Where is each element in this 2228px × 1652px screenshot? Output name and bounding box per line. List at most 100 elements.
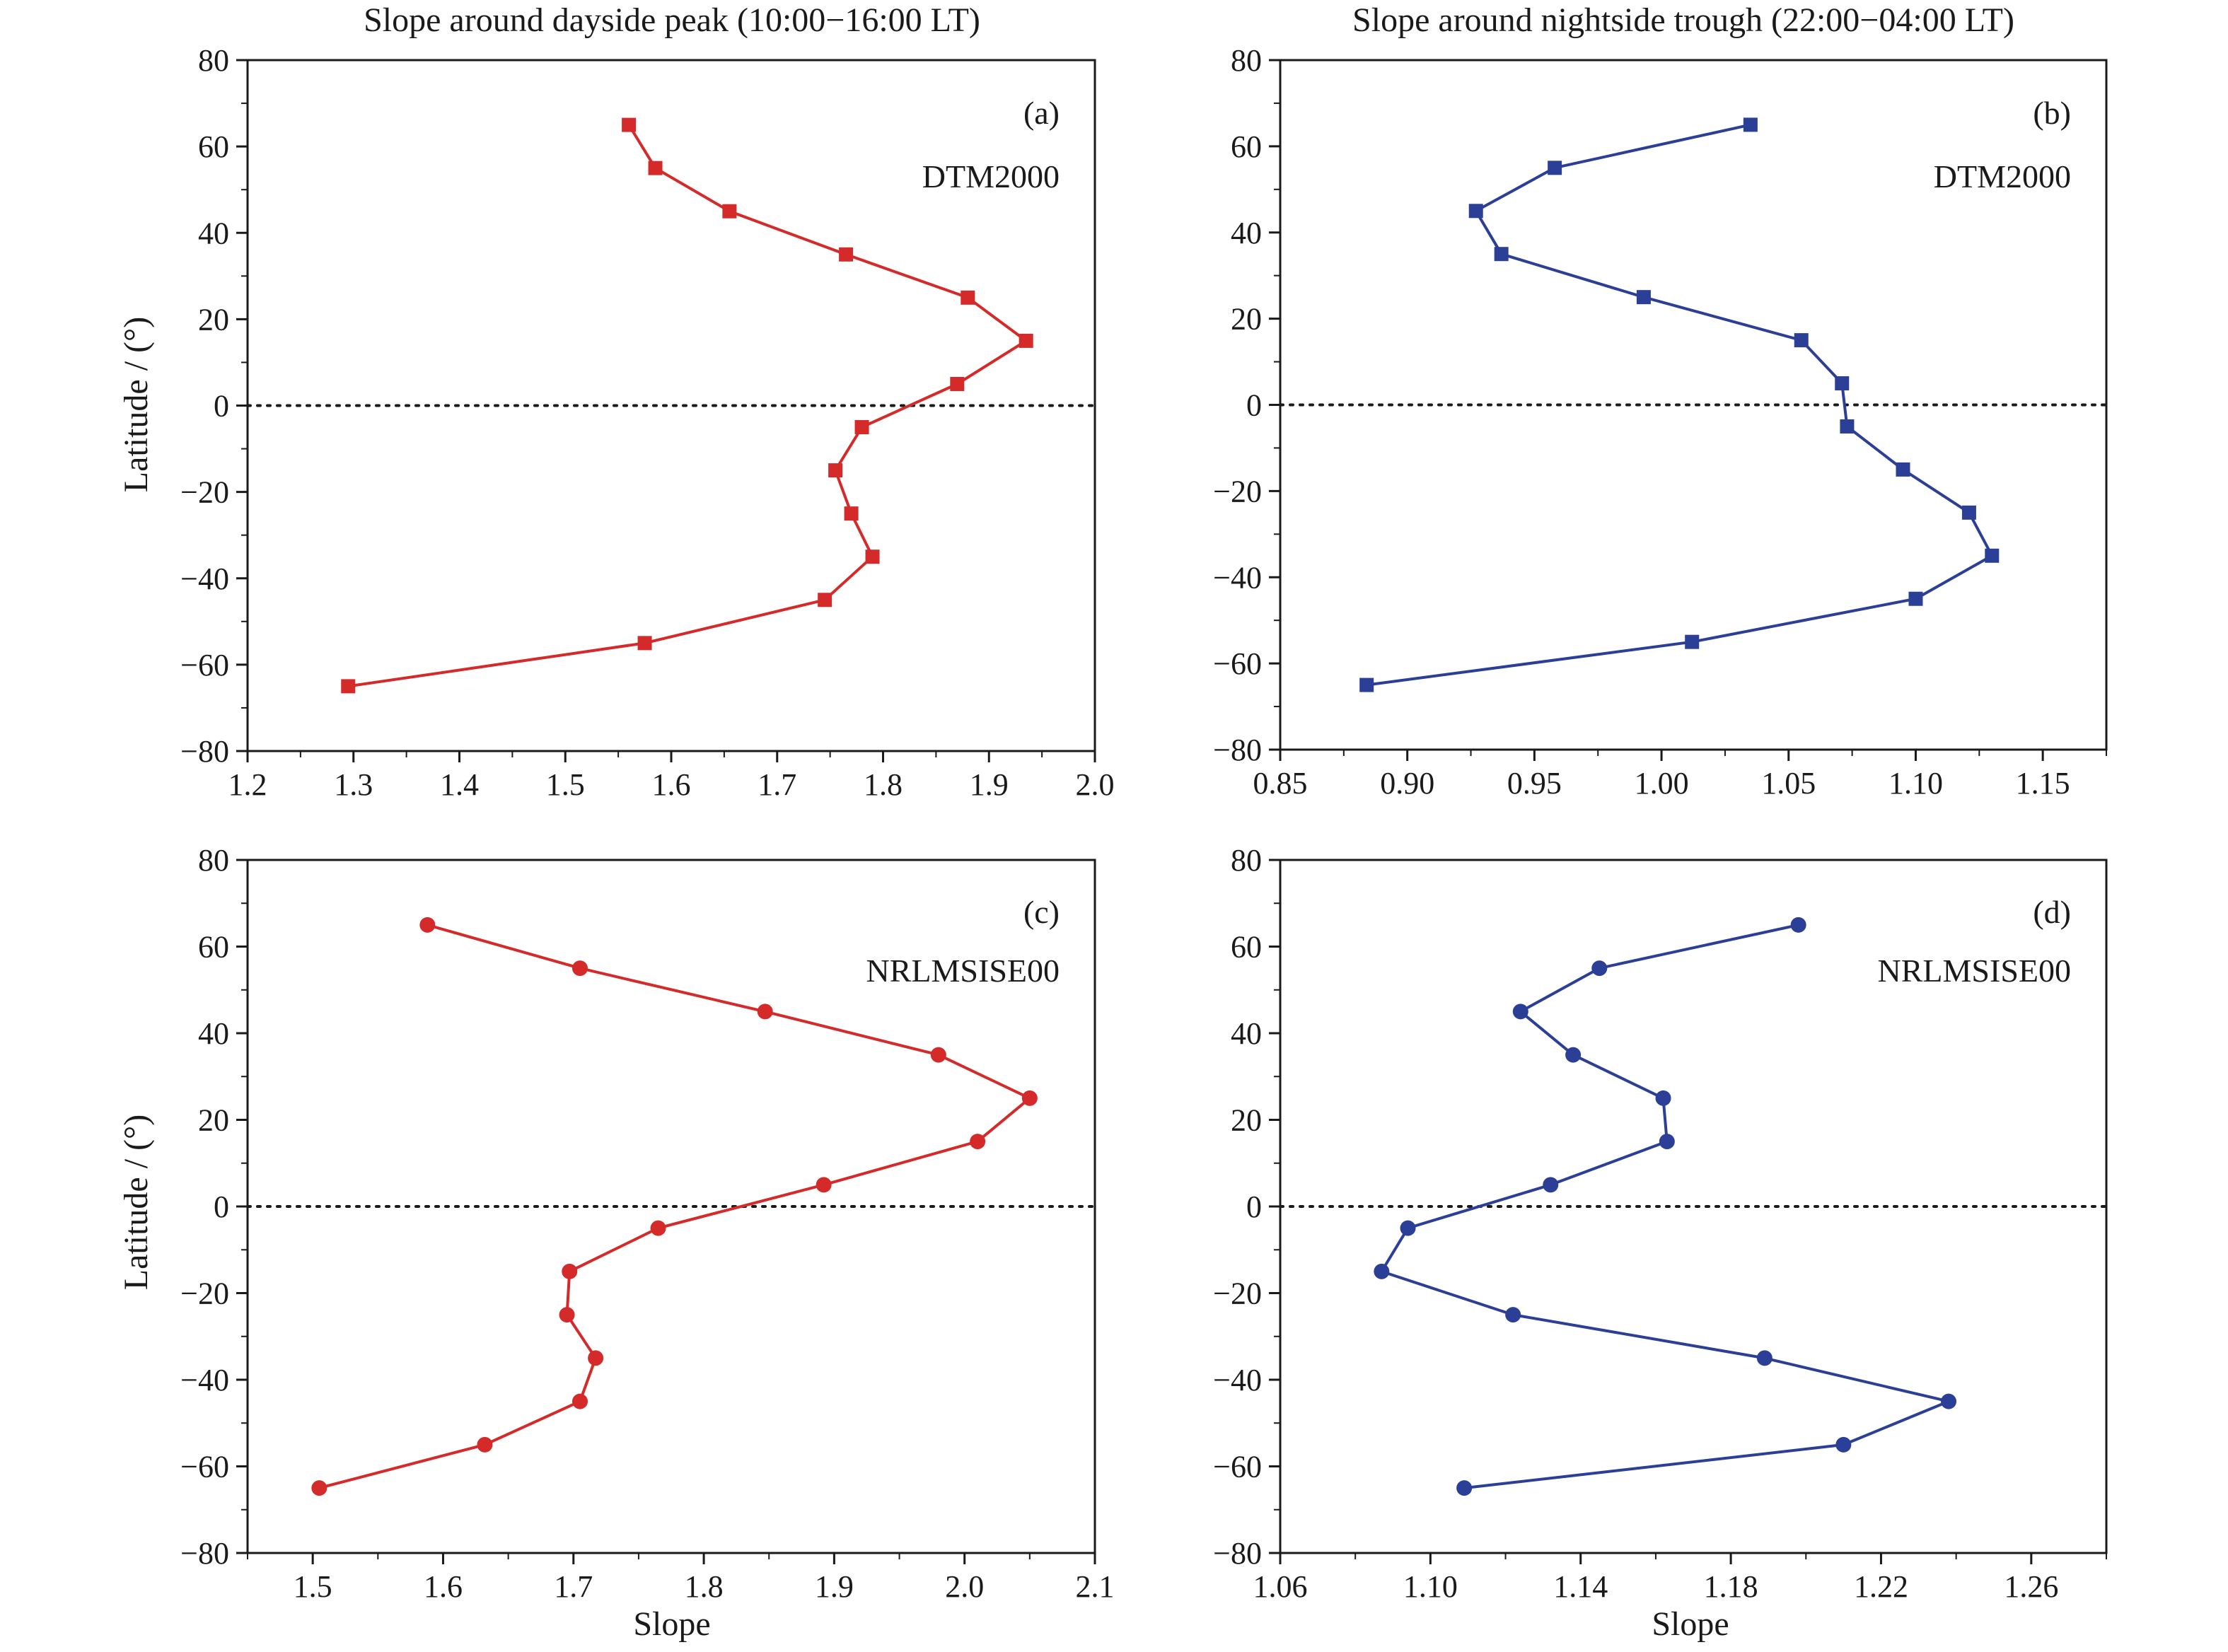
data-point <box>1743 117 1758 132</box>
data-point <box>1359 677 1374 692</box>
data-point <box>961 290 975 305</box>
x-tick-label: 1.7 <box>758 767 796 802</box>
x-tick-label: 1.8 <box>685 1569 724 1604</box>
data-point <box>818 593 832 607</box>
y-tick-label: −60 <box>180 1450 229 1484</box>
data-point <box>588 1350 604 1366</box>
model-label: NRLMSISE00 <box>866 953 1060 989</box>
x-tick-label: 1.10 <box>1888 766 1943 801</box>
y-tick-label: 0 <box>1246 1189 1262 1224</box>
x-tick-label: 1.00 <box>1635 766 1689 801</box>
x-tick-label: 1.6 <box>652 767 691 802</box>
data-point <box>1636 290 1651 305</box>
y-tick-label: 40 <box>1231 1016 1262 1051</box>
y-tick-label: 20 <box>198 1103 229 1138</box>
y-tick-label: 80 <box>198 843 229 878</box>
y-tick-label: 80 <box>1231 43 1262 78</box>
data-point <box>1494 247 1509 262</box>
x-tick-label: 2.0 <box>1076 767 1115 802</box>
data-point <box>865 549 880 564</box>
model-label: DTM2000 <box>922 158 1060 194</box>
series-line <box>1366 123 1994 687</box>
panel-b: −80 −60 −40 −20 0 20 40 60 80 0.85 0.90 0.95 1.00 1.0… <box>1213 43 2108 801</box>
x-tick-label: 1.7 <box>554 1569 593 1604</box>
panel-d: −80 −60 −40 −20 0 20 40 60 80 1.06 1.10 1.14 1.18 1.2… <box>1213 843 2108 1604</box>
data-point <box>311 1480 327 1496</box>
data-point <box>1021 1090 1038 1106</box>
data-point <box>1548 161 1562 175</box>
y-tick-label: −20 <box>1213 1276 1262 1311</box>
data-point <box>816 1177 832 1193</box>
column-title-dayside: Slope around dayside peak (10:00−16:00 L… <box>364 1 980 39</box>
data-point <box>828 463 843 478</box>
panel-a: −80 −60 −40 −20 0 20 40 60 80 1.2 1.3 1.4 1.5 1.6 1.7 1… <box>180 43 1114 802</box>
x-tick-label: 1.2 <box>228 767 267 802</box>
data-point <box>1659 1134 1675 1150</box>
series-line <box>1380 923 1950 1490</box>
x-tick-label: 0.95 <box>1507 766 1562 801</box>
data-point <box>757 1004 773 1020</box>
y-tick-label: −60 <box>1213 646 1262 681</box>
data-point <box>1756 1350 1772 1366</box>
x-axis-label-right: Slope <box>1652 1605 1729 1643</box>
data-point <box>1835 1436 1852 1453</box>
data-point <box>1794 333 1809 348</box>
panel-letter: (b) <box>2033 95 2071 131</box>
y-tick-label: 0 <box>214 389 229 424</box>
y-tick-label: −60 <box>180 648 229 682</box>
data-point <box>1505 1307 1521 1323</box>
y-tick-label: −20 <box>180 1276 229 1311</box>
data-point <box>477 1436 493 1453</box>
data-point <box>1685 634 1700 649</box>
y-tick-label: −20 <box>180 475 229 510</box>
x-tick-label: 1.14 <box>1553 1569 1608 1604</box>
y-tick-label: 40 <box>198 1016 229 1051</box>
y-tick-label: 60 <box>198 930 229 965</box>
y-tick-label: 60 <box>1231 129 1262 164</box>
data-point <box>930 1047 946 1063</box>
y-tick-label: 60 <box>198 129 229 164</box>
y-tick-label: −80 <box>1213 1536 1262 1571</box>
data-point <box>950 376 965 391</box>
panel-letter: (a) <box>1023 95 1060 131</box>
data-point <box>1896 462 1910 477</box>
data-point <box>1400 1220 1416 1236</box>
data-point <box>1961 505 1976 520</box>
data-point <box>1655 1090 1671 1106</box>
y-tick-label: 40 <box>1231 216 1262 250</box>
series-line <box>348 124 1028 688</box>
x-tick-label: 1.9 <box>815 1569 854 1604</box>
y-tick-label: −60 <box>1213 1450 1262 1484</box>
column-title-nightside: Slope around nightside trough (22:00−04:… <box>1352 1 2014 39</box>
y-tick-label: −20 <box>1213 474 1262 508</box>
y-tick-label: 40 <box>198 216 229 250</box>
data-point <box>650 1220 666 1236</box>
x-tick-label: 2.1 <box>1076 1569 1115 1604</box>
x-tick-label: 0.85 <box>1253 766 1308 801</box>
data-point <box>970 1134 986 1150</box>
data-point <box>648 161 663 175</box>
model-label: NRLMSISE00 <box>1878 953 2071 989</box>
data-point <box>1591 960 1608 977</box>
data-point <box>1512 1004 1528 1020</box>
data-point <box>1019 333 1033 348</box>
y-tick-label: 60 <box>1231 930 1262 965</box>
x-tick-label: 1.26 <box>2004 1569 2058 1604</box>
data-point <box>419 917 436 933</box>
x-tick-label: 2.0 <box>945 1569 984 1604</box>
data-point <box>571 960 588 977</box>
y-tick-label: 20 <box>1231 302 1262 337</box>
data-point <box>637 636 652 651</box>
y-tick-label: −40 <box>180 1363 229 1397</box>
x-tick-label: 1.18 <box>1704 1569 1758 1604</box>
x-tick-label: 1.9 <box>970 767 1009 802</box>
data-point <box>1985 548 2000 563</box>
x-tick-label: 1.15 <box>2016 766 2070 801</box>
data-point <box>854 420 869 435</box>
data-point <box>1840 419 1855 434</box>
y-axis-label-bottom: Latitude / (°) <box>117 1115 155 1290</box>
y-tick-label: −80 <box>1213 733 1262 767</box>
data-point <box>622 117 637 132</box>
y-tick-label: −80 <box>180 1536 229 1571</box>
x-axis-label-left: Slope <box>633 1605 710 1643</box>
